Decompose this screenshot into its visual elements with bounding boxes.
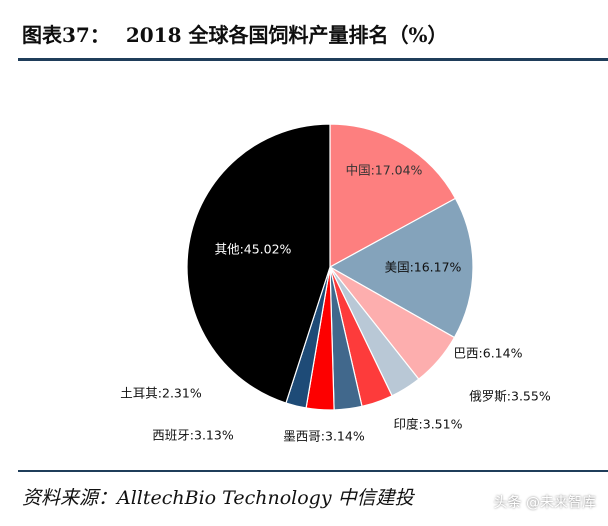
- pie-slice-0: [329, 123, 457, 269]
- leader-line-6: [193, 412, 320, 424]
- slice-label-3: 印度:3.51%: [394, 417, 463, 432]
- leader-line-5: [324, 411, 348, 425]
- pie-slices: [186, 123, 474, 411]
- slice-label-7: 土耳其:2.31%: [120, 386, 202, 401]
- slice-label-5: 墨西哥:3.14%: [283, 429, 365, 444]
- pie-slice-8: [186, 123, 331, 404]
- figure-number: 图表37：: [22, 23, 110, 47]
- slice-label-1: 美国:16.17%: [385, 260, 462, 275]
- slice-label-0: 中国:17.04%: [346, 163, 423, 178]
- pie-slice-1: [328, 197, 474, 339]
- slice-label-6: 西班牙:3.13%: [152, 428, 234, 443]
- title-divider: [18, 58, 608, 61]
- slice-labels: 中国:17.04% 美国:16.17% 巴西:6.14% 印度:3.51% 俄罗斯:3.…: [120, 163, 551, 444]
- watermark: 头条 @未来智库: [493, 495, 596, 511]
- source-note: 资料来源：AlltechBio Technology 中信建投: [22, 487, 414, 509]
- slice-label-8: 其他:45.02%: [215, 242, 292, 257]
- leader-line-3: [407, 390, 428, 413]
- slice-label-4: 俄罗斯:3.55%: [469, 389, 551, 404]
- figure-title: 图表37： 2018 全球各国饲料产量排名（%）: [22, 18, 447, 52]
- footer-divider: [18, 470, 608, 472]
- figure-title-text: 2018 全球各国饲料产量排名（%）: [125, 23, 448, 47]
- slice-label-2: 巴西:6.14%: [454, 346, 523, 361]
